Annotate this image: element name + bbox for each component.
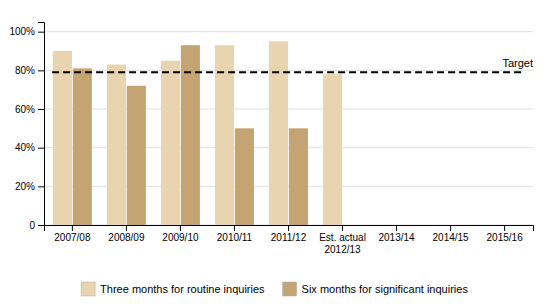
x-tick: Est. actual2012/13 [319,225,366,255]
x-tick-label-line: 2007/08 [54,232,91,243]
x-tick-mark [450,225,451,231]
legend: Three months for routine inquiries Six mo… [81,282,468,296]
y-axis: 0 20% 40% 60% 80% 100% [9,23,44,231]
x-tick-label: Est. actual2012/13 [319,232,366,255]
x-tick: 2010/11 [217,225,253,243]
y-tick: 100% [9,26,44,37]
y-tick: 20% [15,181,44,192]
x-axis: 2007/08 2008/09 2009/10 2010/11 2011/12 Est. … [45,225,534,255]
x-tick-label-line: 2012/13 [324,244,361,255]
x-tick-mark [180,225,181,231]
x-tick: 2007/08 [54,225,91,243]
bar [235,128,254,225]
x-tick-mark [72,225,73,231]
bar-series [53,41,342,225]
chart: Target020%40%60%80%100%2007/082008/09200… [0,0,549,305]
x-tick-label: 2007/08 [54,232,91,243]
bar [269,41,288,225]
x-tick-label-line: Est. actual [319,232,366,243]
x-tick-mark [504,225,505,231]
y-axis-line [38,23,45,226]
grid [44,32,533,225]
legend-label: Three months for routine inquiries [100,283,265,295]
x-tick-label-line: 2015/16 [487,232,524,243]
y-tick-label: 100% [9,26,35,37]
y-tick-mark [38,32,44,33]
y-tick-mark [38,70,44,71]
x-tick: 2013/14 [378,225,415,243]
x-tick-label: 2013/14 [378,232,415,243]
bar [289,128,308,225]
y-tick: 40% [15,142,44,153]
x-tick-label: 2011/12 [271,232,307,243]
y-tick: 60% [15,104,44,115]
y-tick-mark [38,148,44,149]
x-tick: 2008/09 [108,225,145,243]
y-tick-label: 80% [15,65,35,76]
legend-swatch [283,282,297,296]
bar [161,61,180,225]
y-tick: 0 [29,220,44,231]
bar [53,51,72,225]
x-tick-label: 2014/15 [433,232,470,243]
x-tick-mark [234,225,235,231]
target-line [52,71,525,73]
x-tick: 2015/16 [487,225,524,243]
x-tick-label: 2010/11 [217,232,253,243]
x-tick-label: 2009/10 [162,232,199,243]
y-tick-mark [38,225,44,226]
legend-swatch [81,282,95,296]
x-tick-label-line: 2010/11 [217,232,253,243]
y-tick-label: 60% [15,104,35,115]
legend-item: Three months for routine inquiries [81,282,265,296]
x-tick-mark [342,225,343,231]
x-tick-label-line: 2009/10 [162,232,199,243]
y-tick-label: 20% [15,181,35,192]
grid-line [44,31,533,32]
x-tick-label: 2015/16 [487,232,524,243]
x-tick-label-line: 2013/14 [378,232,415,243]
x-tick: 2014/15 [433,225,470,243]
legend-label: Six months for significant inquiries [302,283,469,295]
x-axis-line [45,226,534,232]
x-tick-mark [126,225,127,231]
x-tick: 2011/12 [271,225,307,243]
y-tick: 80% [15,65,44,76]
legend-item: Six months for significant inquiries [283,282,469,296]
y-tick-label: 0 [29,220,35,231]
x-tick-label-line: 2008/09 [108,232,145,243]
y-tick-label: 40% [15,142,35,153]
bar [323,74,342,225]
x-tick-mark [396,225,397,231]
target-label: Target [502,57,533,69]
y-tick-mark [38,186,44,187]
x-tick-label-line: 2014/15 [433,232,470,243]
x-tick: 2009/10 [162,225,199,243]
bar [73,68,92,225]
plot-area [52,41,525,225]
bar [107,65,126,225]
x-tick-label: 2008/09 [108,232,145,243]
x-tick-label-line: 2011/12 [271,232,307,243]
bar [127,86,146,225]
y-tick-mark [38,109,44,110]
x-tick-mark [288,225,289,231]
